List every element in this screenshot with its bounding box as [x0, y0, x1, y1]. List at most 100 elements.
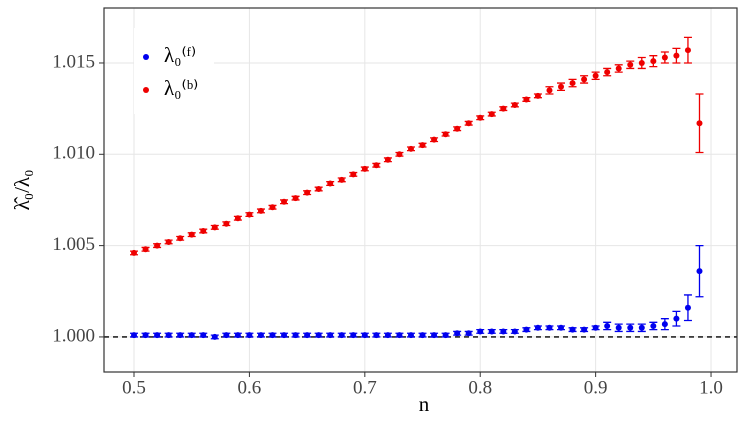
point — [327, 180, 334, 187]
legend-box — [134, 28, 214, 114]
y-tick-label: 1.010 — [52, 143, 95, 164]
point — [361, 165, 368, 172]
point — [165, 238, 172, 245]
point — [338, 332, 345, 339]
point — [177, 235, 184, 242]
point — [488, 328, 495, 335]
point — [592, 72, 599, 79]
point — [315, 185, 322, 192]
point — [511, 328, 518, 335]
point — [350, 332, 357, 339]
point — [304, 189, 311, 196]
point — [131, 332, 138, 339]
point — [454, 330, 461, 337]
point — [534, 92, 541, 99]
point — [569, 80, 576, 87]
panel-border — [103, 7, 738, 373]
legend-label: λ₀⁽ᶠ⁾ — [164, 43, 196, 67]
point — [696, 268, 703, 275]
point — [292, 195, 299, 202]
x-tick-label: 0.6 — [238, 377, 262, 398]
point — [673, 315, 680, 322]
point — [500, 328, 507, 335]
point — [523, 96, 530, 103]
point — [488, 111, 495, 118]
point — [223, 332, 230, 339]
point — [569, 326, 576, 333]
point — [338, 176, 345, 183]
point — [615, 65, 622, 72]
point — [442, 131, 449, 138]
x-tick-label: 1.0 — [699, 377, 723, 398]
point — [581, 76, 588, 83]
point — [477, 328, 484, 335]
point — [661, 54, 668, 61]
point — [211, 333, 218, 340]
point — [188, 332, 195, 339]
point — [304, 332, 311, 339]
point — [581, 326, 588, 333]
point — [177, 332, 184, 339]
point — [477, 114, 484, 121]
point — [650, 58, 657, 65]
legend-label: λ₀⁽ᵇ⁾ — [164, 76, 198, 100]
point — [234, 332, 241, 339]
point — [442, 332, 449, 339]
point — [396, 151, 403, 158]
point — [431, 136, 438, 143]
point — [465, 120, 472, 127]
point — [673, 52, 680, 59]
point — [534, 324, 541, 331]
point — [350, 171, 357, 178]
point — [246, 211, 253, 218]
point — [188, 231, 195, 238]
point — [407, 145, 414, 152]
point — [223, 220, 230, 227]
point — [373, 332, 380, 339]
point — [269, 332, 276, 339]
point — [281, 332, 288, 339]
point — [281, 198, 288, 205]
point — [165, 332, 172, 339]
point — [327, 332, 334, 339]
y-tick-label: 1.015 — [52, 51, 95, 72]
point — [142, 246, 149, 253]
point — [373, 162, 380, 169]
point — [142, 332, 149, 339]
point — [154, 332, 161, 339]
point — [419, 332, 426, 339]
point — [257, 207, 264, 214]
point — [546, 87, 553, 94]
point — [684, 47, 691, 54]
point — [384, 156, 391, 163]
point — [627, 324, 634, 331]
point — [592, 324, 599, 331]
point — [558, 83, 565, 90]
point — [211, 224, 218, 231]
point — [292, 332, 299, 339]
point — [407, 332, 414, 339]
y-tick-label: 1.000 — [52, 325, 95, 346]
point — [523, 326, 530, 333]
point — [511, 101, 518, 108]
point — [546, 324, 553, 331]
point — [465, 330, 472, 337]
point — [604, 69, 611, 76]
point — [384, 332, 391, 339]
point — [200, 332, 207, 339]
x-tick-label: 0.7 — [353, 377, 377, 398]
point — [615, 324, 622, 331]
point — [661, 321, 668, 328]
point — [200, 228, 207, 235]
y-axis-label: λ̂₀/λ₀ — [10, 170, 34, 211]
point — [696, 120, 703, 127]
point — [558, 324, 565, 331]
point — [454, 125, 461, 132]
point — [361, 332, 368, 339]
y-tick-label: 1.005 — [52, 234, 95, 255]
x-axis-label: n — [419, 392, 430, 416]
point — [684, 304, 691, 311]
legend-marker — [143, 87, 149, 93]
